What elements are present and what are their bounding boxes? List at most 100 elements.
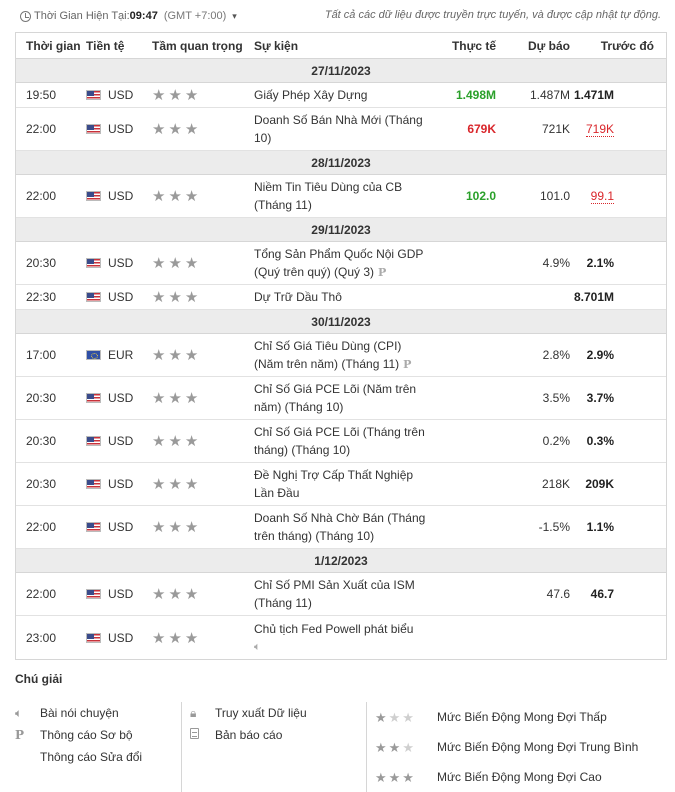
forecast-value: 721K <box>541 122 570 136</box>
event-name[interactable]: Doanh Số Nhà Chờ Bán (Tháng trên tháng) … <box>254 511 426 543</box>
table-row[interactable]: 22:00 USD ★★★ Chỉ Số PMI Sản Xuất của ISM (… <box>16 573 666 616</box>
event-name-cell[interactable]: Giấy Phép Xây Dựng <box>254 86 428 104</box>
legend-speech: 🔈︎ Bài nói chuyện <box>15 705 119 721</box>
actual-value-cell: 102.0 <box>428 189 496 203</box>
event-name[interactable]: Doanh Số Bán Nhà Mới (Tháng 10) <box>254 113 423 145</box>
table-row[interactable]: 20:30 USD ★★★ Đề Nghị Trợ Cấp Thất Nghiệp L… <box>16 463 666 506</box>
speaker-icon: 🔈︎ <box>15 705 23 720</box>
event-name-cell[interactable]: Đề Nghị Trợ Cấp Thất Nghiệp Lần Đầu <box>254 466 428 502</box>
event-name[interactable]: Chỉ Số Giá PCE Lõi (Tháng trên tháng) (T… <box>254 425 425 457</box>
previous-value: 3.7% <box>586 391 614 405</box>
previous-value: 719K <box>585 122 614 137</box>
event-name[interactable]: Chỉ Số Giá Tiêu Dùng (CPI) (Năm trên năm… <box>254 338 402 371</box>
col-header-time: Thời gian <box>26 38 81 53</box>
currency-cell: USD <box>86 391 152 405</box>
event-time: 22:00 <box>26 520 57 534</box>
currency-cell: USD <box>86 88 152 102</box>
currency-code: USD <box>108 290 134 304</box>
legend-revised: Thông cáo Sửa đổi <box>40 750 143 764</box>
us-flag-icon <box>86 632 101 643</box>
previous-value: 8.701M <box>573 290 614 304</box>
importance-cell: ★★★ <box>152 288 254 306</box>
speaker-icon: 🔈︎ <box>254 640 261 653</box>
previous-value-cell: 209K <box>570 477 654 491</box>
legend-col-data: 🔒︎ Truy xuất Dữ liệu Bản báo cáo <box>182 702 367 792</box>
event-name-cell[interactable]: Chỉ Số PMI Sản Xuất của ISM (Tháng 11) <box>254 576 428 612</box>
currency-code: USD <box>108 391 134 405</box>
actual-value: 679K <box>467 122 496 136</box>
table-row[interactable]: 20:30 USD ★★★ Tổng Sản Phẩm Quốc Nội GDP (Q… <box>16 242 666 285</box>
event-time: 20:30 <box>26 256 57 270</box>
event-name[interactable]: Đề Nghị Trợ Cấp Thất Nghiệp Lần Đầu <box>254 468 414 500</box>
table-row[interactable]: 23:00 USD ★★★ Chủ tịch Fed Powell phát biểu… <box>16 616 666 659</box>
table-row[interactable]: 22:00 USD ★★★ Doanh Số Nhà Chờ Bán (Tháng t… <box>16 506 666 549</box>
event-name-cell[interactable]: Tổng Sản Phẩm Quốc Nội GDP (Quý trên quý… <box>254 245 428 282</box>
table-row[interactable]: 22:00 USD ★★★ Doanh Số Bán Nhà Mới (Tháng 1… <box>16 108 666 151</box>
table-row[interactable]: 22:00 USD ★★★ Niềm Tin Tiêu Dùng của CB (Th… <box>16 175 666 218</box>
date-header: 27/11/2023 <box>16 59 666 83</box>
table-header: Thời gian Tiền tệ Tầm quan trọng Sự kiện… <box>16 33 666 59</box>
event-name[interactable]: Chỉ Số PMI Sản Xuất của ISM (Tháng 11) <box>254 578 415 610</box>
importance-stars-icon: ★★★ <box>152 476 202 493</box>
previous-value-cell: 3.7% <box>570 391 654 405</box>
event-name[interactable]: Giấy Phép Xây Dựng <box>254 88 368 102</box>
previous-value-cell: 1.1% <box>570 520 654 534</box>
legend-report: Bản báo cáo <box>190 724 366 746</box>
forecast-value: 1.487M <box>529 88 570 102</box>
event-name-cell[interactable]: Chỉ Số Giá Tiêu Dùng (CPI) (Năm trên năm… <box>254 337 428 374</box>
event-name[interactable]: Chỉ Số Giá PCE Lõi (Năm trên năm) (Tháng… <box>254 382 417 414</box>
event-time: 22:30 <box>26 290 57 304</box>
forecast-value: 3.5% <box>542 391 570 405</box>
table-body: 27/11/2023 19:50 USD ★★★ Giấy Phép Xây Dựng 1… <box>16 59 666 659</box>
currency-cell: USD <box>86 477 152 491</box>
event-name[interactable]: Chủ tịch Fed Powell phát biểu <box>254 621 414 636</box>
previous-value-cell: 99.1 <box>570 189 654 204</box>
forecast-value: 101.0 <box>539 189 570 203</box>
actual-value-cell: 679K <box>428 122 496 136</box>
table-row[interactable]: 20:30 USD ★★★ Chỉ Số Giá PCE Lõi (Tháng trê… <box>16 420 666 463</box>
forecast-value: 2.8% <box>542 348 570 362</box>
importance-stars-icon: ★★★ <box>152 629 202 647</box>
us-flag-icon <box>86 292 101 302</box>
forecast-value: -1.5% <box>538 520 570 534</box>
timezone-selector[interactable]: (GMT +7:00) <box>163 10 227 22</box>
actual-value: 102.0 <box>465 189 496 203</box>
col-header-actual: Thực tế <box>451 38 496 53</box>
event-name[interactable]: Niềm Tin Tiêu Dùng của CB (Tháng 11) <box>254 180 403 212</box>
currency-code: USD <box>108 88 134 102</box>
currency-code: USD <box>108 630 134 645</box>
event-name-cell[interactable]: Doanh Số Bán Nhà Mới (Tháng 10) <box>254 111 428 147</box>
currency-cell: USD <box>86 434 152 448</box>
preliminary-icon: P <box>378 265 387 279</box>
currency-code: EUR <box>108 348 134 362</box>
importance-cell: ★★★ <box>152 389 254 407</box>
importance-cell: ★★★ <box>152 86 254 104</box>
currency-cell: USD <box>86 122 152 136</box>
event-name-cell[interactable]: Chỉ Số Giá PCE Lõi (Tháng trên tháng) (T… <box>254 423 428 459</box>
event-name-cell[interactable]: Dự Trữ Dầu Thô <box>254 288 428 306</box>
table-row[interactable]: 22:30 USD ★★★ Dự Trữ Dầu Thô 8.701M <box>16 285 666 310</box>
us-flag-icon <box>86 589 101 599</box>
currency-cell: USD <box>86 631 152 645</box>
previous-value: 1.1% <box>586 520 614 534</box>
currency-cell: USD <box>86 290 152 304</box>
importance-stars-icon: ★★★ <box>152 519 202 536</box>
table-row[interactable]: 19:50 USD ★★★ Giấy Phép Xây Dựng 1.498M 1.487… <box>16 83 666 108</box>
clock-icon <box>20 10 31 22</box>
event-name-cell[interactable]: Chỉ Số Giá PCE Lõi (Năm trên năm) (Tháng… <box>254 380 428 416</box>
event-name-cell[interactable]: Niềm Tin Tiêu Dùng của CB (Tháng 11) <box>254 178 428 214</box>
table-row[interactable]: 17:00 EUR ★★★ Chỉ Số Giá Tiêu Dùng (CPI) (N… <box>16 334 666 377</box>
currency-cell: EUR <box>86 348 152 362</box>
previous-value-cell: 719K <box>570 122 654 137</box>
chevron-down-icon[interactable]: ▾ <box>232 10 237 21</box>
event-name[interactable]: Tổng Sản Phẩm Quốc Nội GDP (Quý trên quý… <box>254 246 424 279</box>
currency-code: USD <box>108 256 134 270</box>
importance-cell: ★★★ <box>152 254 254 272</box>
event-name[interactable]: Dự Trữ Dầu Thô <box>254 290 342 304</box>
table-row[interactable]: 20:30 USD ★★★ Chỉ Số Giá PCE Lõi (Năm trên … <box>16 377 666 420</box>
currency-code: USD <box>108 434 134 448</box>
event-name-cell[interactable]: Chủ tịch Fed Powell phát biểu 🔈︎ <box>254 620 428 656</box>
legend-preliminary: P Thông cáo Sơ bộ <box>15 728 133 742</box>
event-name-cell[interactable]: Doanh Số Nhà Chờ Bán (Tháng trên tháng) … <box>254 509 428 545</box>
event-time: 22:00 <box>26 122 57 136</box>
